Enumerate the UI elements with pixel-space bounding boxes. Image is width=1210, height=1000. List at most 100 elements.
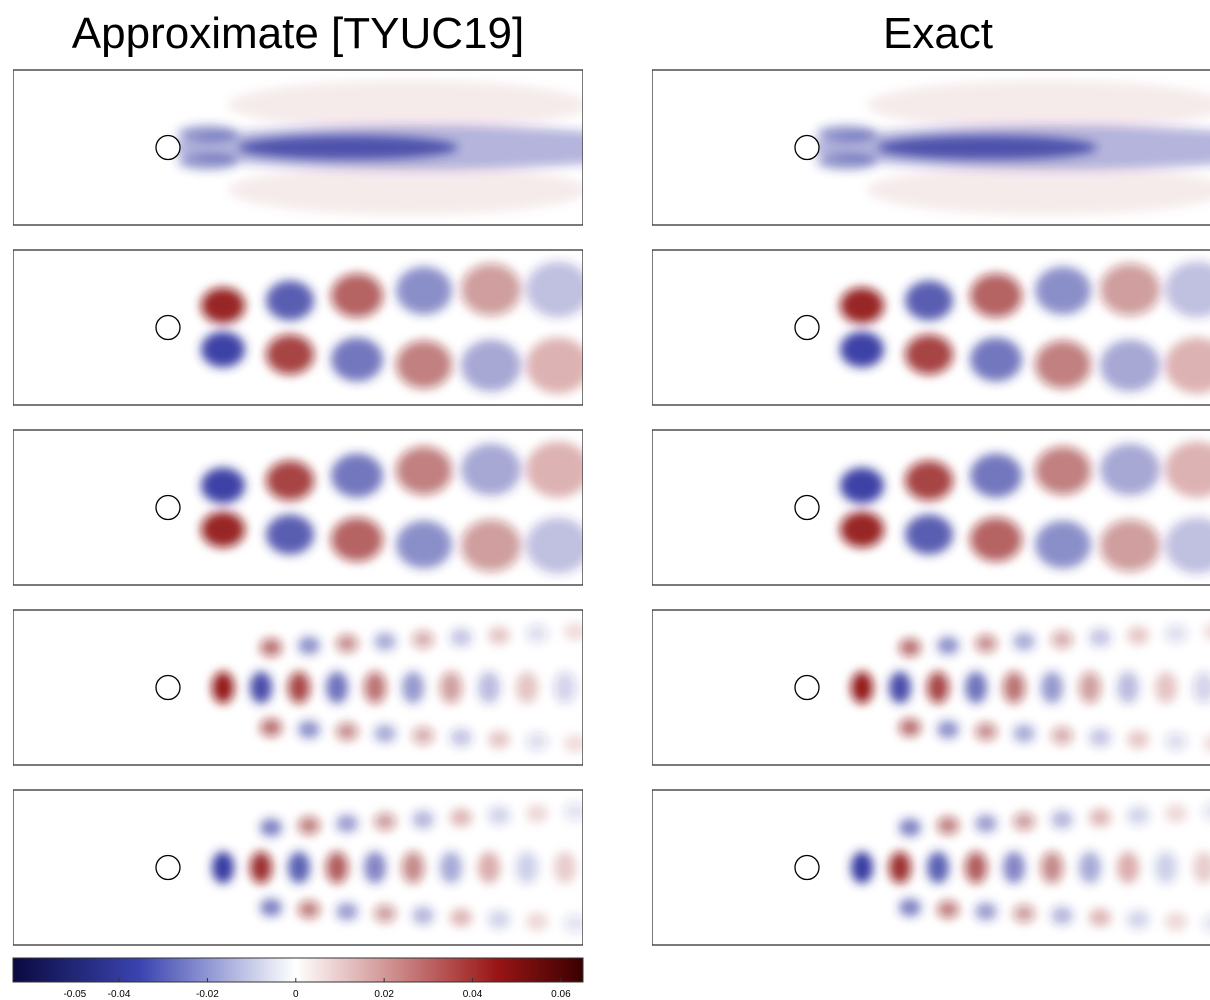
field-blob — [260, 639, 282, 657]
x-tick-label: 0.06 — [551, 989, 571, 1000]
field-blob — [591, 440, 659, 500]
field-blob — [478, 852, 500, 884]
field-blob — [212, 852, 234, 884]
cylinder — [156, 496, 180, 520]
cylinder — [795, 676, 819, 700]
field-blob — [889, 852, 911, 884]
field-blob — [899, 819, 921, 837]
field-plot — [652, 70, 1210, 225]
field-blob — [212, 672, 234, 704]
field-blob — [450, 629, 472, 647]
field-blob — [1165, 805, 1187, 823]
field-blob — [1089, 629, 1111, 647]
field-blob — [440, 852, 462, 884]
field-blob — [298, 901, 320, 919]
field-blob — [1013, 633, 1035, 651]
field-blob — [178, 154, 238, 170]
field-blob — [288, 852, 310, 884]
field-blob — [526, 733, 548, 751]
field-blob — [1155, 672, 1177, 704]
field-blob — [488, 627, 510, 645]
field-blob — [478, 672, 500, 704]
field-blob — [840, 332, 884, 368]
field-blob — [1127, 807, 1149, 825]
field-blob — [331, 454, 383, 498]
field-blob — [1127, 627, 1149, 645]
field-blob — [970, 518, 1022, 562]
field-blob — [201, 288, 245, 324]
field-blob — [228, 80, 588, 130]
field-blob — [326, 852, 348, 884]
field-blob — [1035, 521, 1091, 569]
field-blob — [336, 723, 358, 741]
field-blob — [364, 672, 386, 704]
field-blob — [1035, 447, 1091, 495]
field-blob — [1051, 811, 1073, 829]
panels — [13, 70, 1210, 945]
cylinder — [795, 136, 819, 160]
field-blob — [336, 635, 358, 653]
field-blob — [488, 911, 510, 929]
field-blob — [899, 639, 921, 657]
field-blob — [298, 637, 320, 655]
field-blob — [840, 468, 884, 504]
field-plot — [13, 790, 586, 945]
field-blob — [899, 719, 921, 737]
column-title: Approximate [TYUC19] — [72, 9, 524, 58]
field-blob — [266, 335, 314, 375]
field-blob — [461, 264, 521, 316]
field-blob — [851, 852, 873, 884]
field-blob — [412, 811, 434, 829]
field-blob — [526, 518, 590, 574]
field-blob — [1035, 341, 1091, 389]
field-plot — [13, 430, 659, 585]
field-blob — [461, 340, 521, 392]
field-contours — [168, 80, 668, 215]
x-tick-label: 0.04 — [463, 989, 483, 1000]
field-plot — [13, 250, 659, 405]
field-blob — [402, 852, 424, 884]
field-blob — [877, 136, 1097, 160]
field-blob — [450, 909, 472, 927]
field-blob — [965, 672, 987, 704]
field-blob — [250, 852, 272, 884]
field-blob — [266, 461, 314, 501]
field-blob — [298, 817, 320, 835]
field-blob — [336, 903, 358, 921]
field-blob — [526, 338, 590, 394]
field-blob — [970, 274, 1022, 318]
cylinder — [156, 136, 180, 160]
field-blob — [412, 727, 434, 745]
cylinder — [795, 496, 819, 520]
field-blob — [1127, 911, 1149, 929]
x-tick-label: 0.02 — [374, 989, 394, 1000]
field-blob — [975, 903, 997, 921]
field-plot — [652, 790, 1210, 945]
field-blob — [1117, 672, 1139, 704]
field-blob — [526, 805, 548, 823]
field-blob — [1165, 913, 1187, 931]
x-tick-label: -0.02 — [196, 989, 219, 1000]
field-blob — [374, 633, 396, 651]
field-blob — [238, 136, 458, 160]
field-blob — [591, 336, 659, 396]
field-blob — [1035, 267, 1091, 315]
field-blob — [554, 672, 576, 704]
field-blob — [889, 672, 911, 704]
field-blob — [905, 335, 953, 375]
x-tick-label: -0.04 — [108, 989, 131, 1000]
field-blob — [905, 515, 953, 555]
field-blob — [396, 267, 452, 315]
field-blob — [331, 274, 383, 318]
field-blob — [260, 819, 282, 837]
field-blob — [266, 281, 314, 321]
field-blob — [1100, 520, 1160, 572]
x-tick-label: -0.05 — [63, 989, 86, 1000]
page: Approximate [TYUC19] Exact -0.05-0.04-0.… — [0, 0, 1210, 1000]
field-blob — [937, 637, 959, 655]
field-blob — [201, 468, 245, 504]
field-blob — [260, 719, 282, 737]
field-blob — [1003, 852, 1025, 884]
field-blob — [591, 260, 659, 320]
field-blob — [1100, 340, 1160, 392]
